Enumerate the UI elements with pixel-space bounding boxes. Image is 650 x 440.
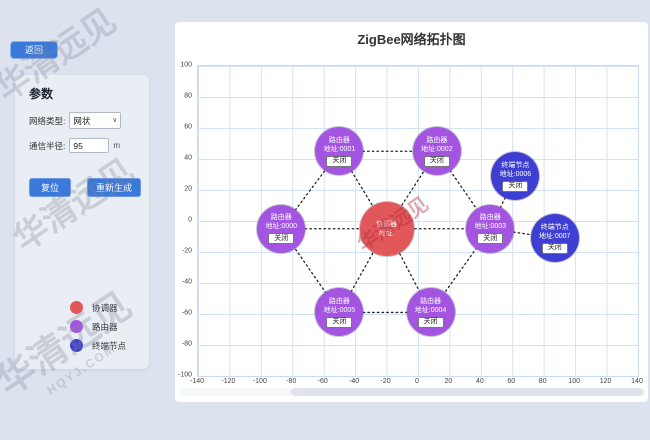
y-tick-label: 0 — [188, 216, 192, 224]
legend-label: 终端节点 — [92, 340, 127, 351]
legend-dot-icon — [70, 320, 83, 333]
x-tick-label: -80 — [286, 378, 297, 385]
x-tick-label: 80 — [538, 378, 547, 385]
y-tick-label: -80 — [181, 340, 192, 348]
y-tick-label: -60 — [181, 309, 192, 317]
x-tick-label: 120 — [599, 378, 612, 385]
y-axis-labels: 100 80 60 40 20 0 -20 -40 -60 -80 -100 — [175, 61, 194, 379]
network-node-router-0004[interactable]: 路由器 地址:0004 关闭 — [406, 288, 455, 337]
x-tick-label: -20 — [380, 378, 391, 385]
legend: 协调器路由器终端节点 — [70, 301, 126, 358]
x-tick-label: 140 — [631, 378, 643, 385]
node-type-label: 协调器 — [376, 220, 398, 228]
network-node-router-0000[interactable]: 路由器 地址:0000 关闭 — [257, 204, 306, 253]
y-tick-label: -40 — [181, 278, 192, 286]
node-type-label: 路由器 — [420, 297, 442, 305]
node-close-button[interactable]: 关闭 — [477, 233, 504, 245]
radius-unit: m — [113, 141, 121, 150]
node-address-label: 地址:0005 — [323, 306, 356, 314]
panel-title: 参数 — [29, 87, 54, 101]
topology-chart-panel: ZigBee网络拓扑图 100 80 60 40 20 0 -20 -40 -60 -80 -100… — [175, 22, 648, 402]
x-tick-label: 40 — [475, 378, 484, 385]
node-close-button[interactable]: 关闭 — [268, 233, 295, 245]
y-tick-label: 60 — [184, 123, 192, 131]
radius-input[interactable] — [69, 138, 110, 153]
radius-label: 通信半径: — [29, 140, 66, 151]
node-close-button[interactable]: 关闭 — [502, 180, 529, 192]
chevron-down-icon: ∨ — [112, 116, 118, 124]
network-type-label: 网络类型: — [29, 115, 66, 126]
network-type-field: 网络类型: 网状 ∨ — [29, 112, 149, 129]
network-node-coordinator[interactable]: 协调器 地址: — [359, 201, 414, 256]
node-type-label: 终端节点 — [501, 161, 530, 169]
legend-label: 协调器 — [92, 302, 118, 313]
y-tick-label: -20 — [181, 247, 192, 255]
node-type-label: 路由器 — [479, 214, 501, 222]
x-tick-label: 20 — [444, 378, 453, 385]
legend-label: 路由器 — [92, 321, 118, 332]
network-type-value: 网状 — [73, 115, 91, 126]
y-tick-label: 100 — [180, 61, 192, 69]
node-type-label: 路由器 — [328, 297, 350, 305]
y-tick-label: -100 — [177, 371, 192, 379]
y-tick-label: 80 — [184, 92, 192, 100]
node-close-button[interactable]: 关闭 — [326, 155, 353, 167]
x-tick-label: -120 — [221, 378, 236, 385]
network-node-end-0007[interactable]: 终端节点 地址:0007 关闭 — [530, 214, 579, 263]
reset-button[interactable]: 复位 — [29, 178, 71, 197]
node-close-button[interactable]: 关闭 — [541, 242, 568, 254]
x-tick-label: 60 — [507, 378, 516, 385]
back-button[interactable]: 返回 — [10, 41, 58, 59]
node-type-label: 路由器 — [270, 214, 292, 222]
x-tick-label: 0 — [415, 378, 419, 385]
x-tick-label: -140 — [189, 378, 205, 385]
network-node-router-0001[interactable]: 路由器 地址:0001 关闭 — [315, 127, 364, 176]
x-axis-labels: -140 -120 -100 -80 -60 -40 -20 0 20 40 60 80 100 120 1… — [190, 378, 643, 388]
x-tick-label: -40 — [349, 378, 360, 385]
horizontal-scrollbar-thumb[interactable] — [290, 388, 644, 396]
node-address-label: 地址:0006 — [499, 170, 532, 178]
node-address-label: 地址:0003 — [474, 223, 507, 231]
node-close-button[interactable]: 关闭 — [417, 316, 444, 328]
x-tick-label: 100 — [568, 378, 580, 385]
network-node-router-0002[interactable]: 路由器 地址:0002 关闭 — [412, 127, 461, 176]
legend-dot-icon — [70, 339, 83, 352]
node-type-label: 路由器 — [328, 136, 350, 144]
x-tick-label: -60 — [317, 378, 328, 385]
node-address-label: 地址:0002 — [421, 145, 453, 153]
action-buttons: 复位 重新生成 — [29, 178, 141, 197]
network-type-select[interactable]: 网状 ∨ — [69, 112, 122, 129]
node-address-label: 地址:0000 — [265, 223, 298, 231]
legend-dot-icon — [70, 301, 83, 314]
legend-item: 协调器 — [70, 301, 126, 314]
legend-item: 终端节点 — [70, 339, 126, 352]
y-tick-label: 40 — [184, 154, 192, 162]
plot-area: 协调器 地址: 路由器 地址:0000 关闭 路由器 地址:0001 关闭 路由器 地址:0002… — [197, 65, 639, 377]
regenerate-button[interactable]: 重新生成 — [86, 178, 141, 197]
nodes-layer: 协调器 地址: 路由器 地址:0000 关闭 路由器 地址:0001 关闭 路由器 地址:0002… — [198, 66, 638, 376]
node-type-label: 路由器 — [426, 136, 448, 144]
node-address-label: 地址:0007 — [538, 232, 571, 240]
network-node-router-0005[interactable]: 路由器 地址:0005 关闭 — [315, 288, 364, 337]
x-tick-label: -100 — [252, 378, 267, 385]
radius-field: 通信半径: m — [29, 138, 149, 153]
chart-title: ZigBee网络拓扑图 — [357, 32, 466, 47]
horizontal-scrollbar-track — [179, 388, 644, 396]
node-address-label: 地址:0004 — [414, 306, 447, 314]
network-node-end-0006[interactable]: 终端节点 地址:0006 关闭 — [491, 152, 540, 201]
node-close-button[interactable]: 关闭 — [423, 155, 450, 167]
node-close-button[interactable]: 关闭 — [326, 316, 353, 328]
y-tick-label: 20 — [184, 185, 192, 193]
node-type-label: 终端节点 — [540, 223, 569, 231]
node-address-label: 地址: — [378, 229, 395, 237]
node-address-label: 地址:0001 — [323, 145, 356, 153]
network-node-router-0003[interactable]: 路由器 地址:0003 关闭 — [466, 204, 515, 253]
legend-item: 路由器 — [70, 320, 126, 333]
